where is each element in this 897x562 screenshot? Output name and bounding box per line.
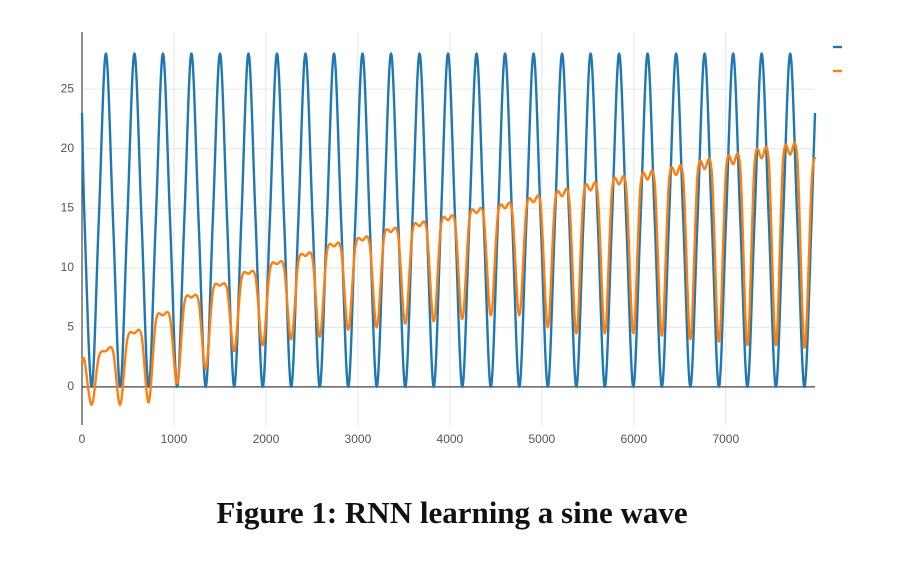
x-tick-label: 0 [79, 432, 86, 446]
x-tick-label: 5000 [528, 432, 555, 446]
caption: Figure 1: RNN learning a sine wave [216, 495, 687, 530]
series-line [80, 141, 817, 406]
y-tick-label: 15 [61, 200, 75, 214]
series-line [80, 52, 817, 389]
x-tick-label: 2000 [253, 432, 280, 446]
x-tick-label: 1000 [161, 432, 188, 446]
x-tick-label: 7000 [712, 432, 739, 446]
y-tick-label: 20 [61, 141, 75, 155]
y-tick-label: 10 [61, 260, 75, 274]
x-tick-label: 3000 [345, 432, 372, 446]
y-tick-label: 25 [61, 81, 75, 95]
y-tick-label: 5 [67, 320, 74, 334]
x-tick-label: 6000 [620, 432, 647, 446]
x-tick-label: 4000 [437, 432, 464, 446]
y-tick-label: 0 [67, 379, 74, 393]
